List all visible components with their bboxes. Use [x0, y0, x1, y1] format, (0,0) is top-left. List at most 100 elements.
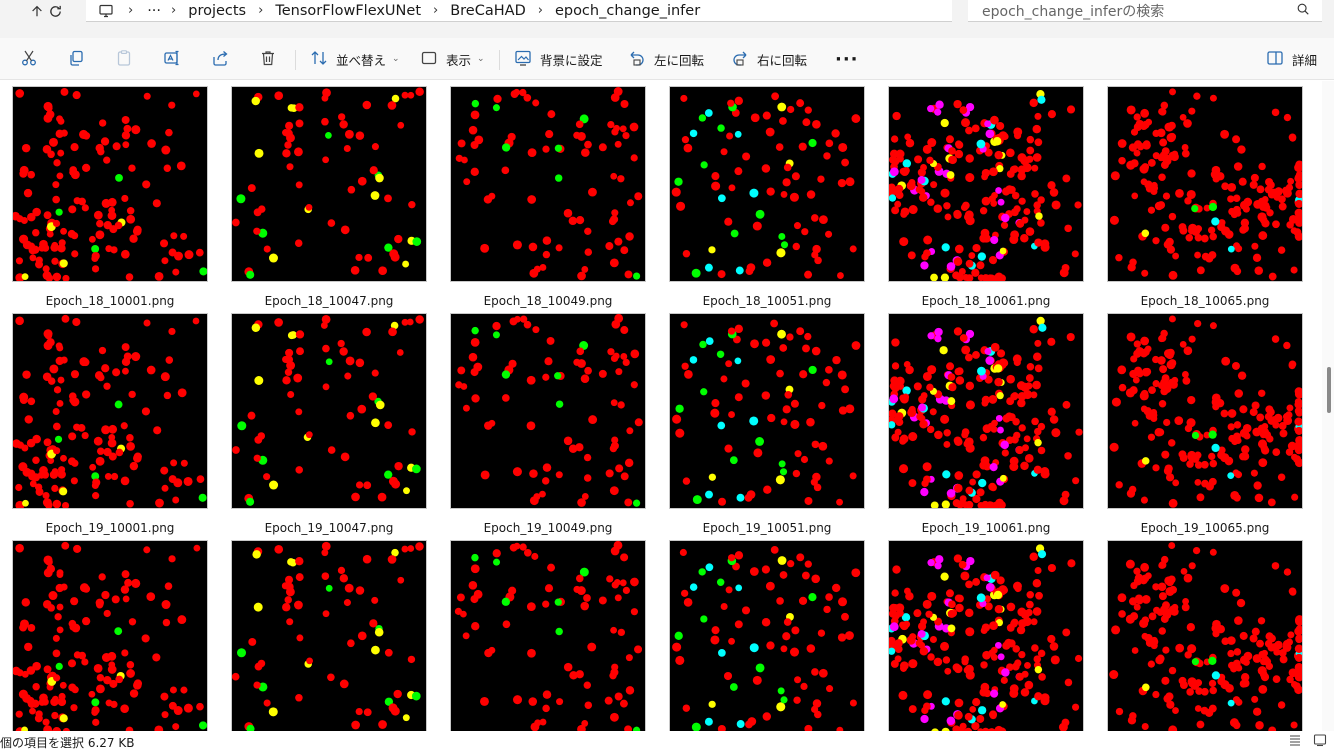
thumbnail-graphic — [670, 87, 864, 281]
file-thumbnail[interactable] — [231, 86, 427, 282]
file-thumbnail[interactable] — [1107, 86, 1303, 282]
toolbar-divider — [499, 50, 500, 70]
file-thumbnail[interactable] — [888, 313, 1084, 509]
thumbnail-graphic — [889, 314, 1083, 508]
breadcrumb-tensorflowflexunet[interactable]: TensorFlowFlexUNet — [275, 2, 422, 19]
view-icon — [420, 49, 438, 70]
file-name[interactable]: Epoch_18_10049.png — [483, 294, 613, 308]
vertical-scrollbar[interactable] — [1322, 81, 1334, 731]
set-background-label: 背景に設定 — [540, 52, 603, 68]
file-thumbnail[interactable] — [450, 540, 646, 731]
trash-icon — [259, 49, 277, 70]
command-bar: 並べ替え ⌄ 表示 ⌄ 背景に設定 左に回転 右に回転 ··· 詳細 — [0, 38, 1334, 80]
thumbnail-graphic — [451, 87, 645, 281]
file-name[interactable]: Epoch_19_10001.png — [45, 521, 175, 535]
file-name[interactable]: Epoch_19_10047.png — [264, 521, 394, 535]
thumbnail-graphic — [451, 541, 645, 731]
file-thumbnail[interactable] — [12, 540, 208, 731]
file-thumbnail[interactable] — [12, 313, 208, 509]
file-name[interactable]: Epoch_19_10065.png — [1140, 521, 1270, 535]
clipboard-icon — [115, 49, 133, 70]
large-icons-view-icon[interactable] — [1313, 733, 1327, 747]
file-thumbnail[interactable] — [888, 540, 1084, 731]
file-name[interactable]: Epoch_18_10001.png — [45, 294, 175, 308]
paste-button[interactable] — [115, 46, 133, 72]
thumbnail-graphic — [670, 314, 864, 508]
cut-button[interactable] — [20, 46, 38, 72]
copy-button[interactable] — [67, 46, 85, 72]
breadcrumb-separator[interactable]: › — [537, 3, 543, 18]
thumbnail-graphic — [1108, 541, 1302, 731]
set-background-button[interactable]: 背景に設定 — [514, 46, 603, 72]
thumbnail-graphic — [889, 541, 1083, 731]
status-bar: 個の項目を選択 6.27 KB — [0, 731, 1334, 750]
thumbnail-graphic — [13, 87, 207, 281]
selection-status: 個の項目を選択 6.27 KB — [0, 736, 135, 750]
details-view-icon[interactable] — [1288, 733, 1302, 747]
sort-label: 並べ替え — [336, 52, 387, 68]
view-button[interactable]: 表示 ⌄ — [420, 46, 485, 72]
thumbnail-graphic — [232, 541, 426, 731]
file-thumbnail[interactable] — [1107, 313, 1303, 509]
share-button[interactable] — [211, 46, 229, 72]
breadcrumb-overflow[interactable]: ··· — [147, 2, 162, 19]
breadcrumb-separator[interactable]: › — [433, 3, 439, 18]
file-thumbnail[interactable] — [12, 86, 208, 282]
file-thumbnail[interactable] — [888, 86, 1084, 282]
delete-button[interactable] — [259, 46, 277, 72]
thumbnail-graphic — [670, 541, 864, 731]
breadcrumb-brecahad[interactable]: BreCaHAD — [450, 2, 526, 19]
file-name[interactable]: Epoch_19_10051.png — [702, 521, 832, 535]
rotate-left-button[interactable]: 左に回転 — [628, 46, 704, 72]
file-name[interactable]: Epoch_19_10049.png — [483, 521, 613, 535]
thumbnail-graphic — [889, 87, 1083, 281]
rotate-left-icon — [628, 49, 646, 70]
thumbnail-graphic — [232, 87, 426, 281]
file-name[interactable]: Epoch_18_10051.png — [702, 294, 832, 308]
thumbnail-graphic — [1108, 87, 1302, 281]
chevron-down-icon: ⌄ — [392, 54, 400, 64]
breadcrumb-separator[interactable]: › — [128, 3, 134, 18]
thumbnail-graphic — [232, 314, 426, 508]
sort-icon — [310, 49, 328, 70]
details-pane-icon — [1266, 49, 1284, 70]
thumbnail-graphic — [1108, 314, 1302, 508]
file-thumbnail[interactable] — [450, 313, 646, 509]
file-thumbnail[interactable] — [1107, 540, 1303, 731]
file-thumbnail[interactable] — [669, 313, 865, 509]
file-thumbnail[interactable] — [450, 86, 646, 282]
file-thumbnail[interactable] — [231, 313, 427, 509]
search-placeholder: epoch_change_inferの検索 — [982, 3, 1165, 20]
details-pane-button[interactable]: 詳細 — [1266, 46, 1317, 72]
breadcrumb-current-folder[interactable]: epoch_change_infer — [554, 2, 701, 19]
refresh-icon[interactable] — [44, 0, 66, 22]
thumbnail-graphic — [13, 314, 207, 508]
breadcrumb-separator: › — [171, 3, 177, 18]
thumbnail-graphic — [13, 541, 207, 731]
copy-icon — [67, 49, 85, 70]
file-thumbnail[interactable] — [231, 540, 427, 731]
search-icon[interactable] — [1296, 2, 1312, 18]
rotate-left-label: 左に回転 — [654, 52, 705, 68]
file-name[interactable]: Epoch_18_10061.png — [921, 294, 1051, 308]
file-name[interactable]: Epoch_19_10061.png — [921, 521, 1051, 535]
sort-button[interactable]: 並べ替え ⌄ — [310, 46, 400, 72]
more-icon: ··· — [835, 48, 859, 70]
breadcrumb-separator[interactable]: › — [258, 3, 264, 18]
monitor-icon — [98, 3, 114, 19]
file-thumbnail[interactable] — [669, 540, 865, 731]
scissors-icon — [20, 49, 38, 70]
details-label: 詳細 — [1292, 52, 1318, 68]
address-bar[interactable]: › ··· › projects › TensorFlowFlexUNet › … — [86, 0, 952, 22]
breadcrumb-projects[interactable]: projects — [188, 2, 247, 19]
file-name[interactable]: Epoch_18_10065.png — [1140, 294, 1270, 308]
file-name[interactable]: Epoch_18_10047.png — [264, 294, 394, 308]
rotate-right-button[interactable]: 右に回転 — [731, 46, 807, 72]
file-thumbnail[interactable] — [669, 86, 865, 282]
up-arrow-icon[interactable] — [26, 0, 48, 22]
rename-button[interactable] — [163, 46, 181, 72]
address-row: › ··· › projects › TensorFlowFlexUNet › … — [0, 0, 1334, 38]
search-input[interactable]: epoch_change_inferの検索 — [968, 0, 1322, 22]
more-options-button[interactable]: ··· — [835, 46, 859, 72]
scrollbar-thumb[interactable] — [1327, 367, 1331, 413]
